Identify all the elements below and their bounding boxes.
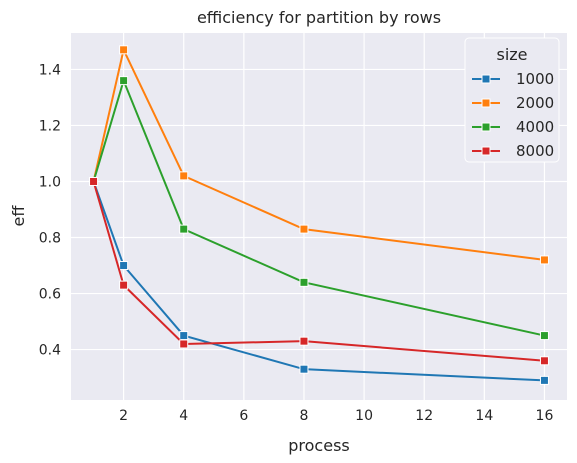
x-tick-label: 4 bbox=[179, 408, 188, 424]
x-tick-label: 12 bbox=[415, 408, 433, 424]
legend-swatch-marker bbox=[481, 146, 491, 156]
y-tick-label: 0.6 bbox=[39, 287, 61, 303]
y-tick-label: 1.0 bbox=[39, 174, 61, 190]
data-point-1000 bbox=[299, 364, 309, 374]
data-point-2000 bbox=[179, 171, 189, 181]
legend-item-1000: 1000 bbox=[472, 70, 554, 88]
legend-item-2000: 2000 bbox=[472, 94, 554, 112]
series-8000 bbox=[89, 176, 549, 366]
data-point-8000 bbox=[299, 336, 309, 346]
data-point-2000 bbox=[299, 224, 309, 234]
legend-swatch-marker bbox=[481, 122, 491, 132]
legend-label: 2000 bbox=[516, 94, 554, 112]
legend-item-8000: 8000 bbox=[472, 142, 554, 160]
data-point-1000 bbox=[539, 375, 549, 385]
x-tick-label: 2 bbox=[119, 408, 128, 424]
chart-title: efficiency for partition by rows bbox=[197, 8, 441, 27]
y-tick-label: 1.2 bbox=[39, 118, 61, 134]
axis-ticks: 2 4 6 8 10 12 14 16 0.4 0.6 0.8 1.0 1.2 1.4 bbox=[39, 62, 554, 424]
legend-items: 1000 2000 4000 8000 bbox=[472, 70, 554, 160]
x-tick-label: 8 bbox=[300, 408, 309, 424]
data-point-4000 bbox=[299, 277, 309, 287]
y-tick-label: 0.8 bbox=[39, 231, 61, 247]
series-group bbox=[89, 45, 549, 385]
y-tick-label: 0.4 bbox=[39, 343, 61, 359]
legend: size 1000 2000 4000 8000 bbox=[464, 37, 560, 163]
data-point-8000 bbox=[89, 176, 99, 186]
data-point-8000 bbox=[119, 280, 129, 290]
legend-item-4000: 4000 bbox=[472, 118, 554, 136]
data-point-2000 bbox=[539, 255, 549, 265]
y-tick-label: 1.4 bbox=[39, 62, 61, 78]
x-tick-label: 16 bbox=[536, 408, 554, 424]
legend-label: 8000 bbox=[516, 142, 554, 160]
data-point-2000 bbox=[119, 45, 129, 55]
legend-label: 4000 bbox=[516, 118, 554, 136]
data-point-8000 bbox=[539, 356, 549, 366]
x-tick-label: 6 bbox=[239, 408, 248, 424]
x-tick-label: 14 bbox=[475, 408, 493, 424]
data-point-1000 bbox=[119, 261, 129, 271]
legend-swatch-marker bbox=[481, 98, 491, 108]
data-point-4000 bbox=[179, 224, 189, 234]
y-axis-label: eff bbox=[9, 205, 28, 227]
x-tick-label: 10 bbox=[355, 408, 373, 424]
data-point-8000 bbox=[179, 339, 189, 349]
data-point-1000 bbox=[179, 331, 189, 341]
data-point-4000 bbox=[119, 76, 129, 86]
data-point-4000 bbox=[539, 331, 549, 341]
legend-title: size bbox=[496, 45, 527, 64]
x-axis-label: process bbox=[288, 436, 349, 455]
legend-label: 1000 bbox=[516, 70, 554, 88]
legend-swatch-marker bbox=[481, 74, 491, 84]
